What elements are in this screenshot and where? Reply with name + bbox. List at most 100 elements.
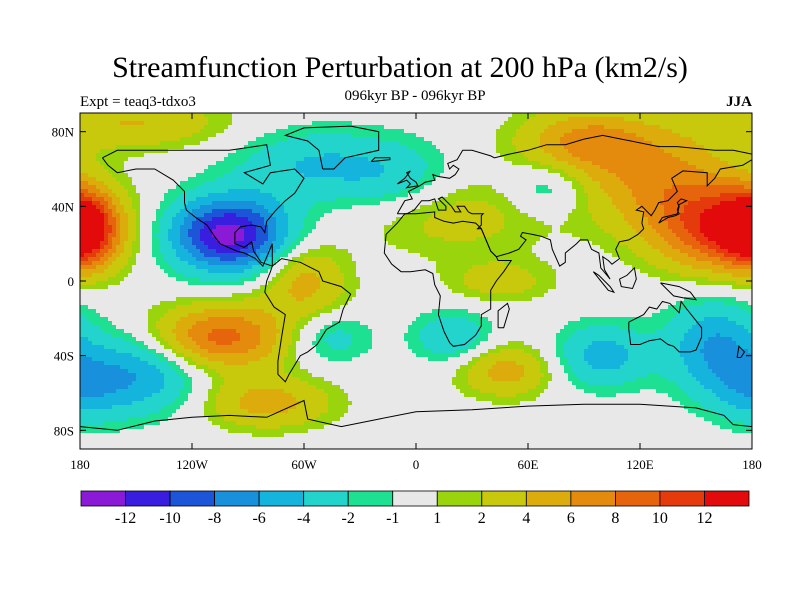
field-cell bbox=[676, 157, 681, 162]
field-cell bbox=[240, 185, 245, 190]
field-cell bbox=[348, 129, 353, 134]
field-cell bbox=[372, 213, 377, 218]
field-cell bbox=[356, 137, 361, 142]
field-cell bbox=[212, 121, 217, 126]
field-cell bbox=[676, 153, 681, 158]
field-cell bbox=[712, 205, 717, 210]
field-cell bbox=[336, 209, 341, 214]
field-cell bbox=[180, 185, 185, 190]
field-cell bbox=[700, 133, 705, 138]
field-cell bbox=[324, 213, 329, 218]
field-cell bbox=[592, 121, 597, 126]
field-cell bbox=[384, 177, 389, 182]
field-cell bbox=[320, 217, 325, 222]
field-cell bbox=[540, 177, 545, 182]
field-cell bbox=[484, 205, 489, 210]
field-cell bbox=[716, 145, 721, 150]
field-cell bbox=[688, 137, 693, 142]
field-cell bbox=[556, 133, 561, 138]
field-cell bbox=[260, 173, 265, 178]
field-cell bbox=[736, 153, 741, 158]
field-cell bbox=[268, 129, 273, 134]
field-cell bbox=[408, 213, 413, 218]
field-cell bbox=[496, 169, 501, 174]
field-cell bbox=[296, 225, 301, 230]
field-cell bbox=[668, 117, 673, 122]
field-cell bbox=[392, 137, 397, 142]
field-cell bbox=[616, 141, 621, 146]
field-cell bbox=[496, 225, 501, 230]
field-cell bbox=[80, 137, 85, 142]
field-cell bbox=[524, 189, 529, 194]
field-cell bbox=[732, 161, 737, 166]
field-cell bbox=[272, 117, 277, 122]
field-cell bbox=[184, 205, 189, 210]
field-cell bbox=[540, 149, 545, 154]
field-cell bbox=[528, 113, 533, 118]
field-cell bbox=[428, 117, 433, 122]
field-cell bbox=[564, 149, 569, 154]
field-cell bbox=[412, 185, 417, 190]
field-cell bbox=[540, 185, 545, 190]
field-cell bbox=[668, 157, 673, 162]
field-cell bbox=[480, 161, 485, 166]
field-cell bbox=[508, 205, 513, 210]
field-cell bbox=[544, 177, 549, 182]
field-cell bbox=[428, 205, 433, 210]
field-cell bbox=[232, 161, 237, 166]
field-cell bbox=[396, 225, 401, 230]
field-cell bbox=[216, 133, 221, 138]
field-cell bbox=[164, 141, 169, 146]
field-cell bbox=[112, 209, 117, 214]
field-cell bbox=[156, 181, 161, 186]
field-cell bbox=[448, 173, 453, 178]
field-cell bbox=[204, 153, 209, 158]
field-cell bbox=[704, 141, 709, 146]
field-cell bbox=[672, 145, 677, 150]
field-cell bbox=[668, 113, 673, 118]
field-cell bbox=[92, 185, 97, 190]
field-cell bbox=[152, 117, 157, 122]
field-cell bbox=[640, 113, 645, 118]
field-cell bbox=[340, 217, 345, 222]
field-cell bbox=[128, 225, 133, 230]
field-cell bbox=[328, 141, 333, 146]
field-cell bbox=[740, 113, 745, 118]
field-cell bbox=[460, 221, 465, 226]
field-cell bbox=[612, 169, 617, 174]
field-cell bbox=[392, 161, 397, 166]
field-cell bbox=[228, 217, 233, 222]
field-cell bbox=[708, 225, 713, 230]
field-cell bbox=[308, 161, 313, 166]
field-cell bbox=[580, 161, 585, 166]
field-cell bbox=[612, 177, 617, 182]
field-cell bbox=[352, 193, 357, 198]
field-cell bbox=[128, 169, 133, 174]
field-cell bbox=[420, 161, 425, 166]
field-cell bbox=[600, 129, 605, 134]
field-cell bbox=[556, 121, 561, 126]
field-cell bbox=[160, 125, 165, 130]
field-cell bbox=[300, 165, 305, 170]
field-cell bbox=[660, 213, 665, 218]
field-cell bbox=[104, 149, 109, 154]
field-cell bbox=[424, 129, 429, 134]
field-cell bbox=[648, 181, 653, 186]
field-cell bbox=[692, 125, 697, 130]
field-cell bbox=[548, 193, 553, 198]
field-cell bbox=[544, 165, 549, 170]
field-cell bbox=[160, 145, 165, 150]
field-cell bbox=[676, 125, 681, 130]
field-cell bbox=[672, 157, 677, 162]
field-cell bbox=[592, 157, 597, 162]
field-cell bbox=[284, 221, 289, 226]
field-cell bbox=[356, 129, 361, 134]
field-cell bbox=[488, 157, 493, 162]
field-cell bbox=[212, 145, 217, 150]
field-cell bbox=[716, 133, 721, 138]
field-cell bbox=[652, 169, 657, 174]
field-cell bbox=[212, 189, 217, 194]
field-cell bbox=[588, 129, 593, 134]
field-cell bbox=[612, 213, 617, 218]
field-cell bbox=[308, 113, 313, 118]
